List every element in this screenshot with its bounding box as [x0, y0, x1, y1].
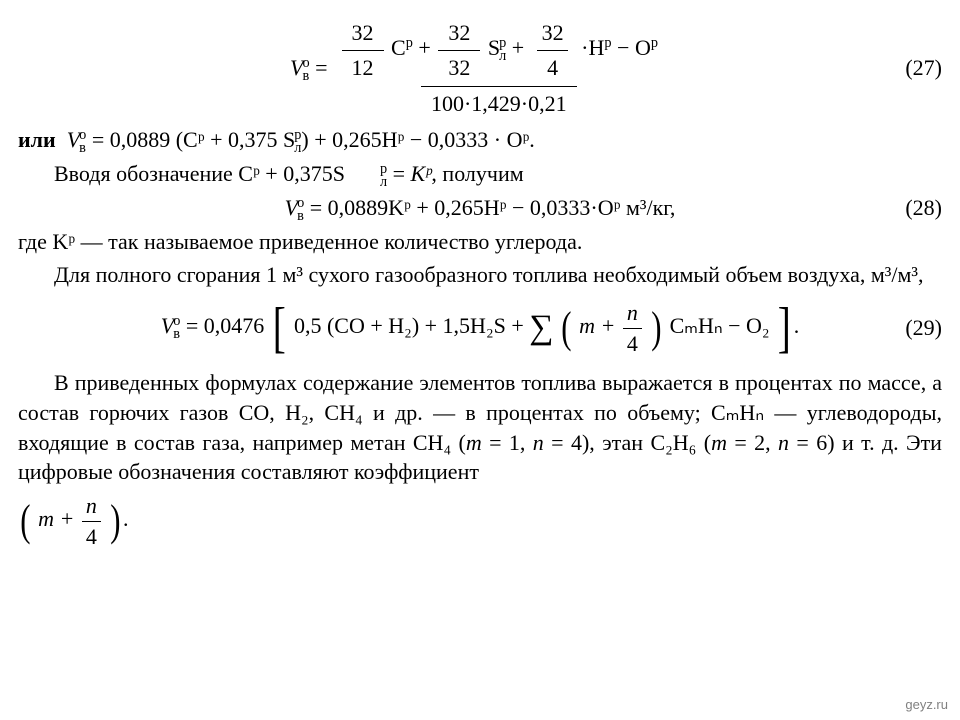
d2: 32	[438, 50, 480, 85]
d3: 4	[537, 50, 568, 85]
sigma-icon: ∑	[529, 305, 553, 351]
s1: C	[391, 35, 406, 60]
line-gde: где Kᵖ — так называемое приведенное коли…	[18, 227, 942, 257]
p2b: m	[466, 430, 482, 455]
eq29-number: (29)	[905, 313, 942, 343]
sv2: в	[297, 210, 304, 223]
n3: 32	[532, 16, 574, 50]
eq29-coef: = 0,0476	[186, 313, 264, 338]
d1: 12	[342, 50, 384, 85]
p4: p	[651, 35, 658, 51]
p1: p	[406, 35, 413, 51]
l2: л	[499, 50, 506, 63]
eq27-fraction: 3212 Cp + 3232 Spл + 324 ·Hp − Op 100·1,…	[330, 14, 668, 121]
paren-open: (	[561, 306, 571, 350]
or-prefix: или	[18, 127, 56, 152]
tail-n: n	[82, 491, 101, 521]
eq27-denominator: 100·1,429·0,21	[421, 86, 577, 121]
m-plus: m +	[579, 313, 621, 338]
p2f: m	[711, 430, 727, 455]
p2h: n	[778, 430, 789, 455]
para-explain: В приведенных формулах содержание элемен…	[18, 368, 942, 487]
tail-paren-close: )	[111, 499, 121, 543]
p2d: n	[533, 430, 544, 455]
ik-a: Вводя обозначение Cᵖ + 0,375S	[54, 161, 345, 186]
eq27-lhs: Voв =	[290, 53, 328, 83]
eq28-body: = 0,0889Kᵖ + 0,265Hᵖ − 0,0333·Oᵖ м³/кг,	[310, 195, 676, 220]
eq29-inside1: 0,5 (CO + H₂) + 1,5H₂S +	[294, 313, 529, 338]
p2e: = 4), этан C₂H₆ (	[544, 430, 711, 455]
ik-b: =	[387, 161, 410, 186]
p2c: = 1,	[482, 430, 533, 455]
fd: 4	[623, 328, 642, 359]
eq28-number: (28)	[905, 193, 942, 223]
watermark: geyz.ru	[905, 696, 948, 714]
sv3: в	[173, 328, 180, 341]
line-or: или Voв = 0,0889 (Cᵖ + 0,375 Spл) + 0,26…	[18, 125, 942, 155]
p2g: = 2,	[727, 430, 778, 455]
tail-fraction-line: ( m + n4 ).	[18, 491, 942, 551]
eq27-numerator: 3212 Cp + 3232 Spл + 324 ·Hp − Op	[330, 14, 668, 86]
tail-d: 4	[82, 521, 101, 552]
s3: H	[588, 35, 604, 60]
s4: O	[635, 35, 651, 60]
line-intro-k: Вводя обозначение Cᵖ + 0,375Spл = Kᵖ, по…	[18, 159, 942, 189]
bracket-open: [	[273, 300, 286, 356]
equation-27: Voв = 3212 Cp + 3232 Spл + 324 ·Hp − Op …	[18, 14, 942, 121]
tail-paren-open: (	[20, 499, 30, 543]
n1: 32	[342, 16, 384, 50]
equation-28: Voв = 0,0889Kᵖ + 0,265Hᵖ − 0,0333·Oᵖ м³/…	[18, 193, 942, 223]
sub-v: в	[302, 70, 309, 83]
para-full-combustion: Для полного сгорания 1 м³ сухого газообр…	[18, 260, 942, 290]
ik-d: , получим	[431, 161, 523, 186]
n2: 32	[438, 16, 480, 50]
ik-c: Kᵖ	[411, 161, 432, 186]
equation-29: Voв = 0,0476 [ 0,5 (CO + H₂) + 1,5H₂S + …	[18, 298, 942, 358]
or-body2: ) + 0,265Hᵖ − 0,0333 · Oᵖ.	[301, 127, 534, 152]
fn: n	[623, 298, 642, 328]
sym-v: V	[290, 55, 303, 80]
sv: в	[79, 142, 86, 155]
tail-m: m +	[38, 506, 80, 531]
eq27-number: (27)	[905, 53, 942, 83]
p3: p	[604, 35, 611, 51]
eq29-tail: CₘHₙ − O₂	[670, 313, 770, 338]
or-body1: = 0,0889 (Cᵖ + 0,375 S	[92, 127, 295, 152]
sl2: л	[344, 176, 387, 189]
paren-close: )	[652, 306, 662, 350]
bracket-close: ]	[778, 300, 791, 356]
